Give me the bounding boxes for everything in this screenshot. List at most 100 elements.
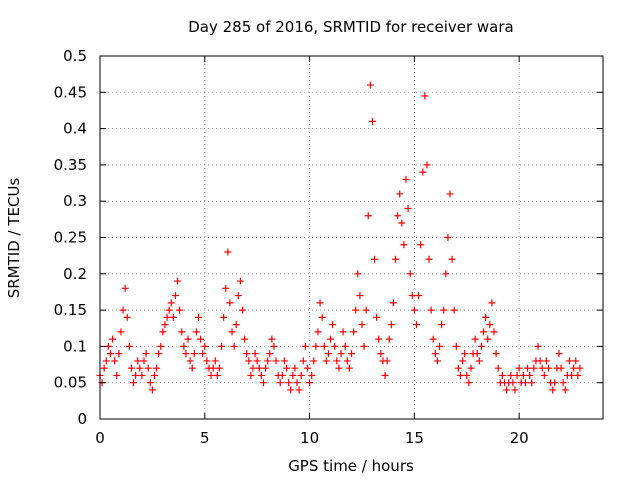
data-point <box>519 371 527 379</box>
data-point <box>327 335 335 343</box>
data-point <box>209 364 217 372</box>
data-point <box>528 379 536 387</box>
data-point <box>452 342 460 350</box>
data-point <box>331 342 339 350</box>
y-tick-label: 0.1 <box>63 337 87 355</box>
data-point <box>427 306 435 314</box>
data-point <box>316 299 324 307</box>
data-point <box>421 92 429 100</box>
data-point <box>276 379 284 387</box>
data-point <box>410 306 418 314</box>
data-point <box>113 371 121 379</box>
data-point <box>314 328 322 336</box>
data-point <box>417 241 425 249</box>
data-point <box>467 364 475 372</box>
data-point <box>459 357 467 365</box>
data-point <box>419 168 427 176</box>
data-point <box>190 350 198 358</box>
data-point <box>396 190 404 198</box>
data-point <box>358 321 366 329</box>
data-point <box>559 379 567 387</box>
data-point <box>283 364 291 372</box>
data-point <box>356 292 364 300</box>
data-point <box>102 357 110 365</box>
data-point <box>576 364 584 372</box>
data-point <box>312 342 320 350</box>
y-tick-label: 0.05 <box>54 374 87 392</box>
data-point <box>511 386 519 394</box>
data-point <box>440 306 448 314</box>
axis-ticks: 0 0.05 0.1 0.15 0.2 0.25 0.3 0.35 0.4 0.45 0.5 0 5 10… <box>54 47 603 447</box>
data-point <box>262 364 270 372</box>
data-point <box>461 350 469 358</box>
data-point <box>521 379 529 387</box>
data-point <box>299 357 307 365</box>
data-point <box>415 292 423 300</box>
data-point <box>169 313 177 321</box>
data-point <box>362 306 370 314</box>
data-point <box>545 364 553 372</box>
x-tick-label: 15 <box>405 429 424 447</box>
data-point <box>444 234 452 241</box>
data-point <box>199 350 207 358</box>
data-point <box>431 350 439 358</box>
data-point <box>117 328 125 336</box>
x-tick-label: 20 <box>510 429 529 447</box>
data-point <box>213 371 221 379</box>
data-points <box>96 81 584 394</box>
data-point <box>402 175 410 183</box>
data-point <box>412 321 420 329</box>
data-point <box>287 386 295 394</box>
data-point <box>257 371 265 379</box>
data-point <box>446 190 454 198</box>
data-point <box>492 350 500 358</box>
data-point <box>436 342 444 350</box>
data-point <box>174 277 182 285</box>
data-point <box>121 284 129 292</box>
data-point <box>234 292 242 300</box>
data-point <box>551 379 559 387</box>
data-point <box>180 342 188 350</box>
data-point <box>297 371 305 379</box>
data-point <box>486 321 494 329</box>
data-point <box>549 386 557 394</box>
data-point <box>153 364 161 372</box>
data-point <box>442 270 450 278</box>
data-point <box>308 371 316 379</box>
data-point <box>171 292 179 300</box>
y-tick-label: 0.15 <box>54 301 87 319</box>
data-point <box>488 299 496 307</box>
data-point <box>272 357 280 365</box>
data-point <box>574 371 582 379</box>
data-point <box>176 306 184 314</box>
data-point <box>389 299 397 307</box>
data-point <box>572 357 580 365</box>
data-point <box>243 350 251 358</box>
data-point <box>203 357 211 365</box>
data-point <box>477 342 485 350</box>
y-tick-label: 0.5 <box>63 47 87 65</box>
data-point <box>201 342 209 350</box>
data-point <box>222 284 230 292</box>
data-point <box>104 342 112 350</box>
data-point <box>230 342 238 350</box>
data-point <box>310 357 318 365</box>
grid-lines <box>100 56 603 419</box>
data-point <box>106 350 114 358</box>
data-point <box>335 364 343 372</box>
data-point <box>251 350 259 358</box>
x-tick-label: 10 <box>300 429 319 447</box>
data-point <box>354 270 362 278</box>
data-point <box>232 321 240 329</box>
data-point <box>490 328 498 336</box>
data-point <box>542 357 550 365</box>
data-point <box>236 277 244 285</box>
data-point <box>303 364 311 372</box>
y-axis-label: SRMTID / TECUs <box>5 178 23 299</box>
data-point <box>377 350 385 358</box>
data-point <box>364 212 372 220</box>
data-point <box>352 306 360 314</box>
data-point <box>138 371 146 379</box>
data-point <box>270 342 278 350</box>
